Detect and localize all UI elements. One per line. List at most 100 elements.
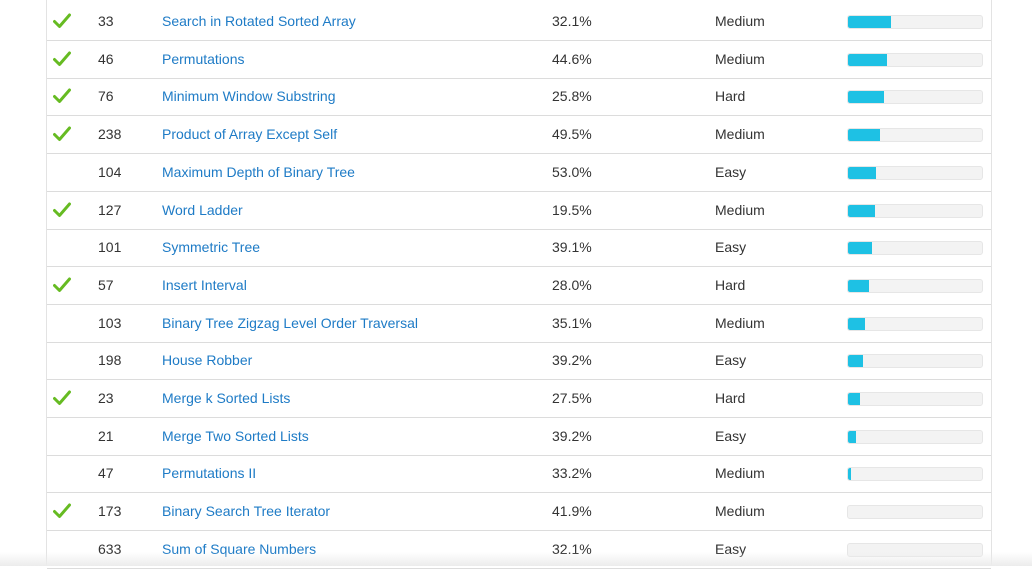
difficulty-label: Medium [715, 465, 765, 482]
acceptance-rate: 27.5% [552, 390, 592, 406]
table-row-46: 46 Permutations 44.6% Medium [47, 41, 991, 79]
table-row-21: 21 Merge Two Sorted Lists 39.2% Easy [47, 418, 991, 456]
status-cell [53, 305, 73, 342]
table-row-101: 101 Symmetric Tree 39.1% Easy [47, 229, 991, 268]
status-cell [53, 455, 73, 492]
frequency-bar-track [847, 392, 983, 406]
problem-title-link[interactable]: Binary Tree Zigzag Level Order Traversal [162, 314, 418, 331]
difficulty-label: Easy [715, 352, 747, 369]
problem-id: 33 [98, 13, 114, 29]
problem-title-link[interactable]: Symmetric Tree [162, 239, 261, 256]
status-cell [53, 267, 73, 304]
status-cell [53, 41, 73, 78]
problem-title-link[interactable]: Minimum Window Substring [162, 88, 336, 105]
problem-title-link[interactable]: House Robber [162, 352, 253, 369]
problem-id: 127 [98, 201, 122, 218]
frequency-bar-track [847, 15, 983, 29]
table-row-104: 104 Maximum Depth of Binary Tree 53.0% E… [47, 154, 991, 192]
table-row-76: 76 Minimum Window Substring 25.8% Hard [47, 78, 991, 117]
frequency-cell [847, 41, 983, 78]
problem-title-link[interactable]: Permutations II [162, 465, 257, 482]
problem-title-link[interactable]: Binary Search Tree Iterator [162, 503, 331, 520]
frequency-bar-track [847, 316, 983, 331]
frequency-bar-track [847, 128, 983, 143]
acceptance-rate: 35.1% [552, 314, 592, 331]
difficulty-label: Hard [715, 88, 746, 105]
frequency-bar-track [847, 52, 983, 67]
problem-id: 104 [98, 163, 122, 180]
frequency-bar-track [847, 203, 983, 218]
problem-title-link[interactable]: Merge k Sorted Lists [162, 390, 291, 406]
frequency-bar-fill [848, 242, 872, 255]
frequency-cell [847, 78, 983, 115]
status-cell [53, 493, 73, 530]
frequency-bar-track [847, 90, 983, 105]
difficulty-label: Easy [715, 239, 747, 256]
frequency-bar-fill [848, 430, 856, 443]
frequency-cell [847, 418, 983, 455]
frequency-bar-fill [848, 204, 875, 217]
problem-id: 198 [98, 352, 122, 369]
frequency-cell [847, 154, 983, 191]
problem-title-link[interactable]: Word Ladder [162, 201, 243, 218]
frequency-bar-track [847, 278, 983, 293]
frequency-bar-fill [848, 355, 863, 368]
table-row-238: 238 Product of Array Except Self 49.5% M… [47, 116, 991, 155]
frequency-bar-fill [848, 393, 860, 405]
status-cell [53, 342, 73, 379]
problem-table: 33 Search in Rotated Sorted Array 32.1% … [46, 0, 992, 569]
frequency-bar-fill [848, 91, 884, 104]
problem-id: 173 [98, 503, 122, 520]
difficulty-label: Easy [715, 427, 747, 444]
frequency-cell [847, 3, 983, 40]
acceptance-rate: 39.2% [552, 352, 592, 369]
problem-id: 23 [98, 390, 114, 406]
problem-title-link[interactable]: Merge Two Sorted Lists [162, 427, 309, 444]
frequency-bar-fill [848, 279, 869, 292]
acceptance-rate: 32.1% [552, 13, 592, 29]
frequency-cell [847, 267, 983, 304]
problem-title-link[interactable]: Product of Array Except Self [162, 126, 338, 143]
difficulty-label: Easy [715, 163, 747, 180]
frequency-bar-fill [848, 317, 865, 330]
frequency-cell [847, 229, 983, 266]
table-row-198: 198 House Robber 39.2% Easy [47, 342, 991, 381]
bottom-fade [0, 552, 1032, 566]
frequency-bar-track [847, 354, 983, 369]
problem-id: 103 [98, 314, 122, 331]
frequency-bar-fill [848, 166, 876, 179]
difficulty-label: Medium [715, 201, 765, 218]
table-row-173: 173 Binary Search Tree Iterator 41.9% Me… [47, 493, 991, 532]
acceptance-rate: 19.5% [552, 201, 592, 218]
status-cell [53, 229, 73, 266]
difficulty-label: Medium [715, 503, 765, 520]
frequency-bar-track [847, 165, 983, 180]
difficulty-label: Medium [715, 50, 765, 67]
acceptance-rate: 41.9% [552, 503, 592, 520]
difficulty-label: Medium [715, 126, 765, 143]
problem-title-link[interactable]: Maximum Depth of Binary Tree [162, 163, 355, 180]
status-cell [53, 116, 73, 153]
difficulty-label: Hard [715, 390, 746, 406]
frequency-cell [847, 380, 983, 417]
acceptance-rate: 25.8% [552, 88, 592, 105]
acceptance-rate: 33.2% [552, 465, 592, 482]
frequency-cell [847, 493, 983, 530]
problem-id: 57 [98, 276, 114, 293]
frequency-cell [847, 116, 983, 153]
frequency-cell [847, 342, 983, 379]
acceptance-rate: 28.0% [552, 276, 592, 293]
status-cell [53, 380, 73, 417]
difficulty-label: Hard [715, 276, 746, 293]
status-cell [53, 78, 73, 115]
problem-id: 76 [98, 88, 114, 105]
frequency-bar-fill [848, 16, 891, 28]
frequency-cell [847, 305, 983, 342]
status-cell [53, 154, 73, 191]
problem-title-link[interactable]: Search in Rotated Sorted Array [162, 13, 356, 29]
acceptance-rate: 39.2% [552, 427, 592, 444]
problem-title-link[interactable]: Insert Interval [162, 276, 247, 293]
problem-title-link[interactable]: Permutations [162, 50, 245, 67]
problem-id: 47 [98, 465, 114, 482]
frequency-bar-track [847, 467, 983, 482]
